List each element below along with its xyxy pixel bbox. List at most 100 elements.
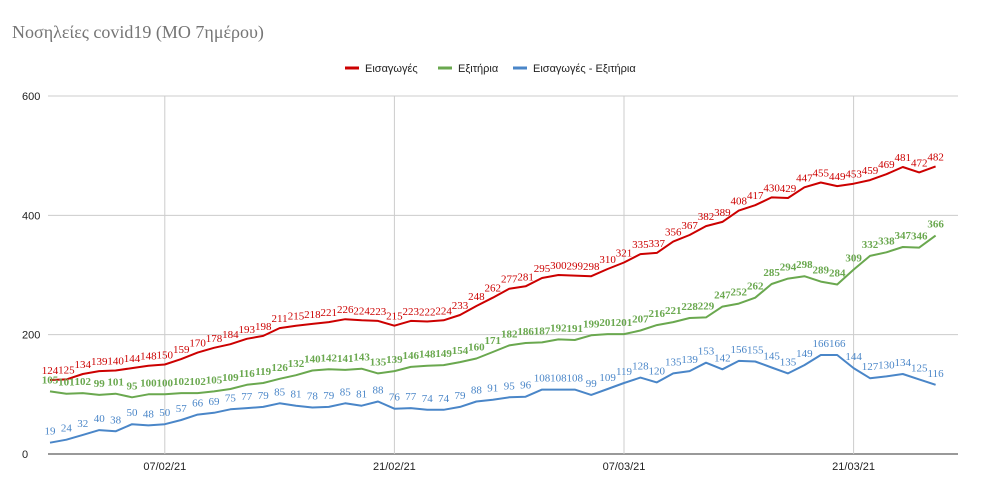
data-label: 186 [517,326,534,338]
data-label: 81 [291,389,302,401]
y-tick-label: 600 [22,91,40,103]
data-label: 199 [583,318,600,330]
data-label: 289 [813,265,830,277]
data-label: 105 [206,374,223,386]
data-label: 126 [271,362,288,374]
data-label: 48 [143,408,155,420]
grid-lines [48,95,958,455]
data-label: 100 [140,377,157,389]
data-label: 79 [258,390,270,402]
data-label: 223 [403,306,420,318]
y-tick-label: 400 [22,210,40,222]
data-label: 221 [665,305,682,317]
data-label: 85 [340,386,352,398]
data-label: 166 [813,338,830,350]
data-label: 218 [304,309,321,321]
data-label: 298 [796,259,813,271]
data-label: 135 [780,356,797,368]
data-label: 77 [405,391,417,403]
legend-label: Εισαγωγές [365,63,418,75]
data-label: 226 [337,304,354,316]
data-label: 221 [321,307,338,319]
data-label: 233 [452,300,469,312]
data-label: 99 [94,378,106,390]
data-label: 108 [567,373,584,385]
y-tick-label: 0 [22,449,28,461]
data-label: 294 [780,262,797,274]
data-label: 141 [337,353,354,365]
data-label: 66 [192,398,204,410]
data-label: 77 [241,391,253,403]
data-label: 143 [353,352,370,364]
data-label: 134 [895,357,912,369]
data-label: 223 [370,306,387,318]
data-label: 149 [796,348,813,360]
data-label: 252 [731,287,748,299]
data-label: 139 [681,354,698,366]
data-label: 207 [632,313,649,325]
data-label: 105 [42,374,59,386]
data-label: 198 [255,321,272,333]
data-label: 224 [353,305,370,317]
data-label: 24 [61,423,73,435]
data-label: 74 [438,393,450,405]
data-label: 417 [747,190,764,202]
data-label: 453 [845,169,862,181]
data-label: 57 [176,403,188,415]
data-label: 120 [649,365,666,377]
data-label: 108 [534,373,551,385]
data-label: 366 [927,219,944,231]
data-label: 108 [550,373,567,385]
data-label: 119 [616,366,633,378]
data-label: 156 [731,344,748,356]
data-label: 50 [127,407,139,419]
data-label: 109 [222,372,239,384]
data-label: 134 [75,359,92,371]
data-label: 248 [468,291,485,303]
x-tick-label: 21/03/21 [832,461,875,473]
data-label: 166 [829,338,846,350]
data-label: 150 [157,350,174,362]
data-label: 75 [225,392,237,404]
data-label: 81 [356,389,367,401]
data-label: 277 [501,274,518,286]
data-label: 224 [435,305,452,317]
data-label: 95 [504,380,516,392]
data-label: 101 [107,377,124,389]
data-label: 187 [534,325,551,337]
data-label: 482 [927,151,944,163]
series-line-3 [49,354,936,444]
data-label: 262 [747,281,764,293]
data-label: 116 [239,368,255,380]
data-label: 447 [796,172,813,184]
data-label: 155 [747,345,764,357]
data-label: 298 [583,261,600,273]
data-label: 100 [157,377,174,389]
data-label: 229 [698,300,715,312]
data-label: 40 [94,413,106,425]
data-label: 299 [567,261,584,273]
data-label: 145 [763,350,780,362]
data-label: 69 [209,396,221,408]
data-label: 142 [714,352,731,364]
legend-label: Εισαγωγές - Εξιτήρια [533,63,636,75]
data-label: 139 [91,356,108,368]
data-label: 335 [632,239,649,251]
data-label: 459 [862,165,879,177]
data-label: 153 [698,346,715,358]
data-label: 124 [42,365,59,377]
legend-label: Εξιτήρια [458,63,499,75]
data-label: 337 [649,238,666,250]
data-label: 182 [501,328,518,340]
data-label: 285 [763,267,780,279]
data-label: 79 [323,390,335,402]
data-label: 88 [471,384,483,396]
data-label: 201 [616,317,633,329]
data-label: 102 [189,376,206,388]
data-label: 216 [649,308,666,320]
data-label: 50 [159,407,171,419]
data-label: 140 [304,353,321,365]
data-label: 281 [517,271,534,283]
data-label: 149 [435,348,452,360]
